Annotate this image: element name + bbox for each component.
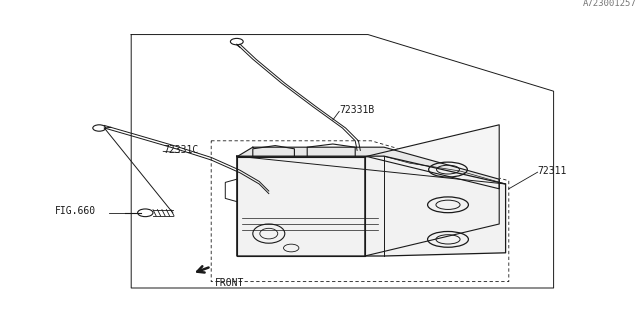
Text: A723001257: A723001257: [583, 0, 637, 8]
Polygon shape: [237, 156, 506, 256]
Polygon shape: [237, 147, 499, 189]
Text: FRONT: FRONT: [214, 278, 244, 288]
Polygon shape: [237, 157, 365, 256]
Polygon shape: [365, 125, 499, 256]
Text: FIG.660: FIG.660: [54, 206, 95, 216]
Text: 72311: 72311: [538, 166, 567, 176]
Text: 72331C: 72331C: [163, 145, 198, 156]
Text: 72331B: 72331B: [339, 105, 374, 116]
